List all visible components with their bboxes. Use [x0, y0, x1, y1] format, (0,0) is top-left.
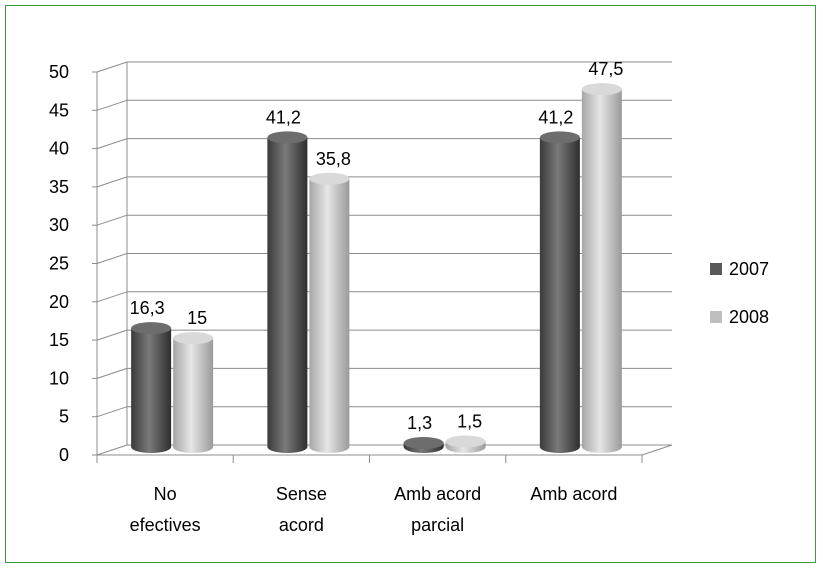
- y-tick-label: 20: [49, 292, 69, 312]
- y-tick-label: 10: [49, 368, 69, 388]
- bar: [309, 172, 350, 453]
- gridline-depth: [96, 444, 128, 456]
- data-label: 1,5: [457, 412, 482, 432]
- gridline-depth: [96, 99, 128, 111]
- y-tick-label: 40: [49, 139, 69, 159]
- category-label: efectives: [130, 515, 201, 535]
- y-tick-label: 15: [49, 330, 69, 350]
- category-label: Sense: [276, 484, 327, 504]
- data-label: 1,3: [407, 413, 432, 433]
- category-label: acord: [279, 515, 324, 535]
- bar: [131, 322, 172, 453]
- gridline-depth: [96, 253, 128, 264]
- gridline-depth: [96, 61, 128, 73]
- data-label: 41,2: [538, 107, 573, 127]
- gridline-depth: [96, 367, 128, 379]
- data-label: 16,3: [130, 298, 165, 318]
- chart-frame: [5, 5, 816, 563]
- legend-label: 2008: [729, 307, 769, 327]
- y-tick-label: 25: [49, 254, 69, 274]
- legend-label: 2007: [729, 259, 769, 279]
- gridline-depth: [96, 329, 128, 341]
- category-label: No: [154, 484, 177, 504]
- data-label: 41,2: [266, 107, 301, 127]
- bar: [173, 332, 214, 453]
- bar: [267, 131, 308, 453]
- gridline-depth: [96, 138, 128, 150]
- y-tick-label: 45: [49, 100, 69, 120]
- gridline-depth: [96, 214, 128, 226]
- category-label: Amb acord: [394, 484, 481, 504]
- bar: [445, 435, 486, 453]
- y-tick-label: 0: [59, 445, 69, 465]
- bar: [539, 131, 580, 453]
- data-label: 47,5: [588, 59, 623, 79]
- bar: [403, 437, 444, 453]
- y-tick-label: 50: [49, 62, 69, 82]
- category-label: Amb acord: [530, 484, 617, 504]
- y-tick-label: 5: [59, 407, 69, 427]
- gridline-depth: [96, 176, 128, 188]
- gridline-depth: [96, 406, 128, 418]
- category-label: parcial: [411, 515, 464, 535]
- legend-swatch: [710, 263, 722, 275]
- gridline-depth: [96, 291, 128, 303]
- y-tick-label: 35: [49, 177, 69, 197]
- bar: [581, 83, 622, 453]
- legend-swatch: [710, 311, 722, 323]
- y-tick-label: 30: [49, 215, 69, 235]
- data-label: 15: [187, 308, 207, 328]
- data-label: 35,8: [316, 149, 351, 169]
